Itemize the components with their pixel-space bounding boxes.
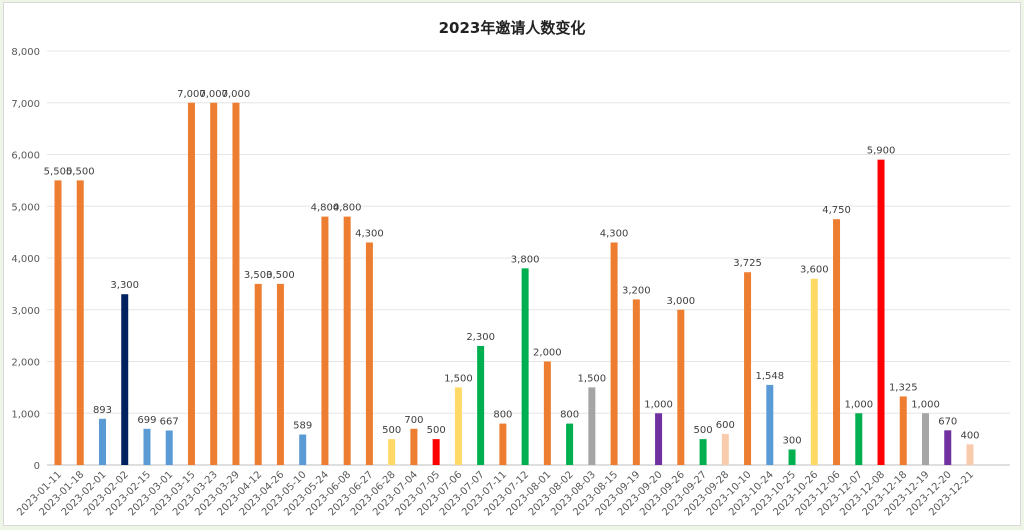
bar [432, 439, 440, 465]
data-label: 4,300 [355, 228, 384, 239]
data-label: 4,750 [822, 205, 851, 216]
bar [699, 439, 707, 465]
data-label: 1,500 [444, 373, 473, 384]
data-label: 600 [716, 420, 735, 431]
bar [454, 387, 462, 465]
bar [210, 102, 218, 465]
data-label: 5,500 [44, 166, 73, 177]
data-label: 4,800 [311, 203, 340, 214]
data-label: 3,600 [800, 265, 829, 276]
data-label: 4,800 [333, 203, 362, 214]
y-tick-label: 3,000 [11, 306, 40, 317]
y-tick-label: 4,000 [11, 254, 40, 265]
bar [232, 102, 240, 465]
data-label: 589 [293, 421, 312, 432]
bar [833, 219, 841, 465]
data-label: 2,000 [533, 348, 562, 359]
data-label: 1,000 [911, 399, 940, 410]
bar [521, 268, 529, 465]
data-label: 1,500 [578, 373, 607, 384]
bar [321, 216, 329, 465]
data-label: 300 [783, 435, 802, 446]
data-label: 3,500 [244, 270, 273, 281]
y-tick-label: 5,000 [11, 202, 40, 213]
bar [721, 433, 729, 465]
bar [410, 428, 418, 465]
y-tick-label: 0 [34, 461, 40, 472]
data-label: 1,325 [889, 382, 918, 393]
data-label: 3,500 [266, 270, 295, 281]
bar [655, 413, 663, 465]
data-label: 5,500 [66, 166, 95, 177]
y-tick-label: 8,000 [11, 47, 40, 58]
data-label: 7,000 [222, 89, 251, 100]
data-label: 800 [560, 410, 579, 421]
data-label: 3,725 [733, 258, 762, 269]
data-label: 3,200 [622, 285, 651, 296]
bar [788, 449, 796, 465]
bar [98, 418, 106, 465]
bar [54, 180, 62, 465]
bar [966, 444, 974, 465]
bar [922, 413, 930, 465]
data-label: 500 [427, 425, 446, 436]
bar [276, 283, 284, 465]
bar [566, 423, 574, 465]
bar [543, 361, 551, 465]
y-tick-label: 1,000 [11, 409, 40, 420]
data-label: 7,000 [199, 89, 228, 100]
data-label: 2,300 [466, 332, 495, 343]
data-label: 5,900 [867, 146, 896, 157]
data-label: 800 [493, 410, 512, 421]
data-label: 400 [960, 430, 979, 441]
data-label: 4,300 [600, 228, 629, 239]
bar [855, 413, 863, 465]
bar [365, 242, 373, 465]
bar [610, 242, 618, 465]
bar [677, 309, 685, 465]
bar [343, 216, 351, 465]
bar [76, 180, 84, 465]
data-label: 1,000 [644, 399, 673, 410]
bar [388, 439, 396, 465]
bar [121, 294, 129, 465]
data-label: 3,000 [667, 296, 696, 307]
data-label: 1,548 [755, 371, 784, 382]
data-label: 500 [382, 425, 401, 436]
data-label: 7,000 [177, 89, 206, 100]
bar [632, 299, 640, 465]
bar [187, 102, 195, 465]
y-tick-label: 2,000 [11, 358, 40, 369]
data-label: 3,300 [110, 280, 139, 291]
data-label: 670 [938, 416, 957, 427]
bar [944, 430, 952, 465]
data-label: 1,000 [844, 399, 873, 410]
bar [254, 283, 262, 465]
data-label: 500 [694, 425, 713, 436]
data-label: 699 [137, 415, 156, 426]
bar [877, 159, 885, 466]
bar [299, 434, 307, 465]
y-tick-label: 7,000 [11, 99, 40, 110]
data-label: 667 [160, 416, 179, 427]
data-label: 700 [404, 415, 423, 426]
bar [165, 430, 173, 465]
bar [899, 396, 907, 465]
bar [477, 345, 485, 465]
chart-title: 2023年邀请人数变化 [438, 19, 586, 37]
data-label: 3,800 [511, 254, 540, 265]
bar [143, 428, 151, 465]
bar [810, 278, 818, 465]
bar [588, 387, 596, 465]
bar [499, 423, 507, 465]
bar [744, 272, 752, 465]
bar [766, 384, 774, 465]
y-tick-label: 6,000 [11, 151, 40, 162]
data-label: 893 [93, 405, 112, 416]
